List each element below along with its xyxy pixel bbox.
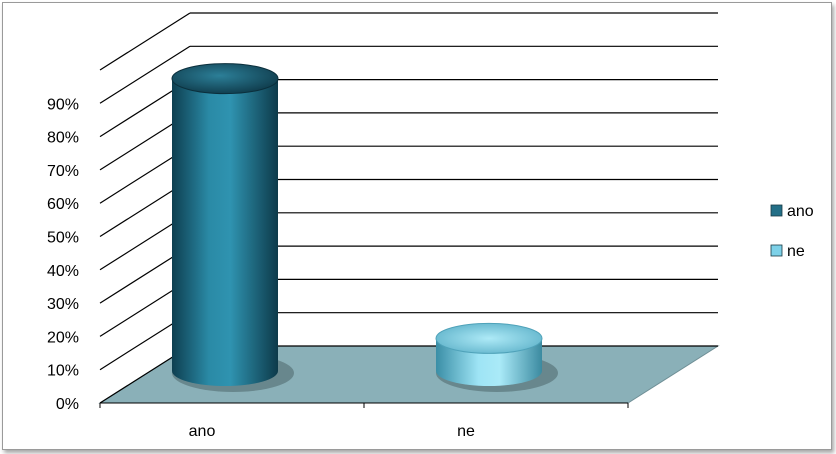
legend-swatch — [770, 244, 783, 257]
bar-ne — [435, 322, 558, 392]
bar-top — [435, 322, 543, 354]
y-tick-label: 40% — [47, 263, 79, 280]
legend-swatch — [770, 204, 783, 217]
y-tick-label: 80% — [47, 130, 79, 147]
bar-ano — [171, 63, 294, 392]
gridline-side — [99, 12, 191, 71]
y-tick-label: 50% — [47, 230, 79, 247]
bar-top — [171, 63, 279, 95]
bar-body — [172, 78, 278, 386]
y-tick-label: 90% — [47, 96, 79, 113]
legend-label: ano — [787, 203, 814, 220]
legend-label: ne — [787, 243, 805, 260]
y-tick-label: 30% — [47, 296, 79, 313]
y-tick-label: 60% — [47, 196, 79, 213]
x-category-label: ne — [457, 423, 475, 440]
y-tick-label: 20% — [47, 329, 79, 346]
legend-item: ano — [770, 203, 814, 220]
x-category-label: ano — [189, 423, 216, 440]
y-tick-label: 70% — [47, 163, 79, 180]
gridline-side — [99, 45, 191, 104]
y-tick-label: 0% — [56, 396, 79, 413]
legend-item: ne — [770, 243, 805, 260]
y-tick-label: 10% — [47, 363, 79, 380]
